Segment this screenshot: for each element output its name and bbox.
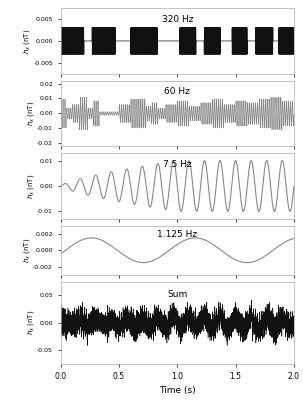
Text: 1.125 Hz: 1.125 Hz <box>157 230 197 240</box>
Y-axis label: $h_x$ (nT): $h_x$ (nT) <box>26 310 36 336</box>
Y-axis label: $h_x$ (nT): $h_x$ (nT) <box>26 173 36 199</box>
Text: 320 Hz: 320 Hz <box>161 14 193 24</box>
X-axis label: Time (s): Time (s) <box>159 386 195 395</box>
Y-axis label: $h_x$ (nT): $h_x$ (nT) <box>22 28 32 54</box>
Text: 60 Hz: 60 Hz <box>164 87 190 96</box>
Text: Sum: Sum <box>167 290 187 299</box>
Text: 7.5 Hz: 7.5 Hz <box>163 160 191 169</box>
Y-axis label: $h_x$ (nT): $h_x$ (nT) <box>22 238 32 263</box>
Y-axis label: $h_x$ (nT): $h_x$ (nT) <box>25 101 35 126</box>
